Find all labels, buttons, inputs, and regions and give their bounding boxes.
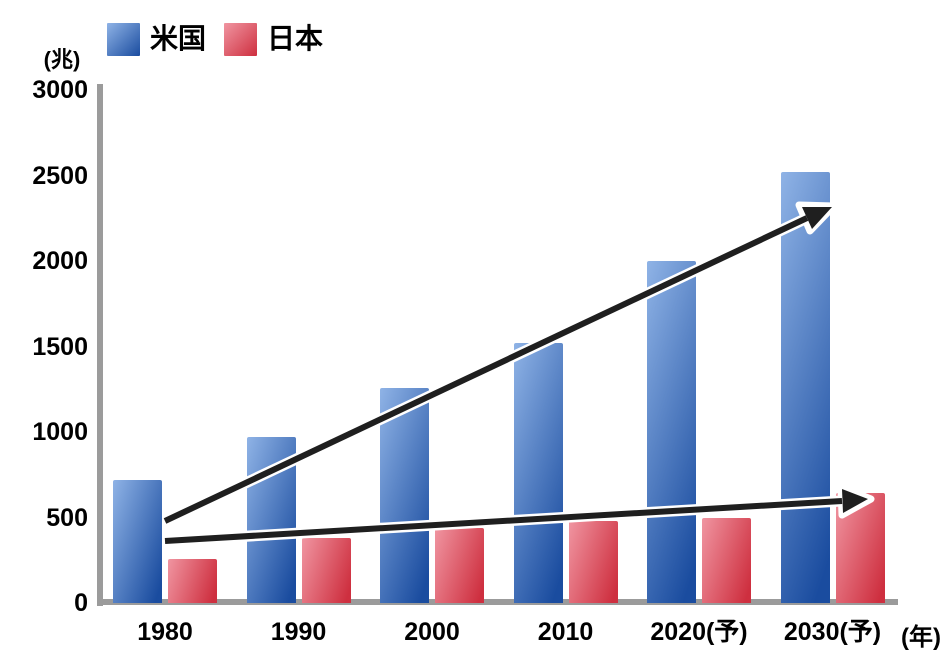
legend-swatch-japan [224, 22, 258, 56]
y-tick-0: 0 [74, 589, 88, 617]
x-axis-unit-label: (年) [901, 624, 940, 651]
bar-us-1980 [113, 479, 162, 603]
x-tick-2010: 2010 [537, 618, 594, 646]
y-axis-line [97, 84, 103, 606]
y-axis-unit-label: (兆) [43, 47, 81, 72]
bar-us-2010 [513, 343, 563, 603]
legend-item-us: 米国 [107, 22, 206, 56]
bar-japan-1980 [168, 558, 217, 603]
legend-label-japan: 日本 [267, 23, 324, 54]
bar-japan-2000 [435, 527, 484, 603]
y-tick-3000: 3000 [32, 76, 88, 104]
bar-us-2030(予) [780, 172, 830, 603]
bar-japan-1990 [301, 538, 351, 603]
x-tick-1990: 1990 [270, 618, 327, 646]
bar-us-2000 [380, 387, 429, 603]
bar-us-2020(予) [647, 261, 696, 603]
x-tick-2030(予): 2030(予) [783, 618, 882, 646]
x-tick-2000: 2000 [404, 618, 460, 646]
legend-swatch-us [107, 22, 140, 56]
legend-label-us: 米国 [150, 23, 207, 54]
legend: 米国 日本 [107, 22, 323, 56]
bar-us-1990 [246, 437, 296, 603]
y-tick-500: 500 [46, 503, 88, 532]
x-tick-1980: 1980 [137, 618, 193, 646]
bar-japan-2010 [568, 520, 618, 603]
bar-japan-2020(予) [702, 517, 751, 603]
y-tick-1000: 1000 [32, 418, 88, 446]
y-tick-2500: 2500 [32, 161, 88, 190]
x-tick-2020(予): 2020(予) [650, 618, 748, 646]
x-axis-line [97, 599, 898, 605]
y-tick-2000: 2000 [32, 247, 88, 275]
legend-item-japan: 日本 [224, 22, 323, 56]
bar-japan-2030(予) [835, 492, 885, 603]
y-tick-1500: 1500 [32, 332, 88, 361]
